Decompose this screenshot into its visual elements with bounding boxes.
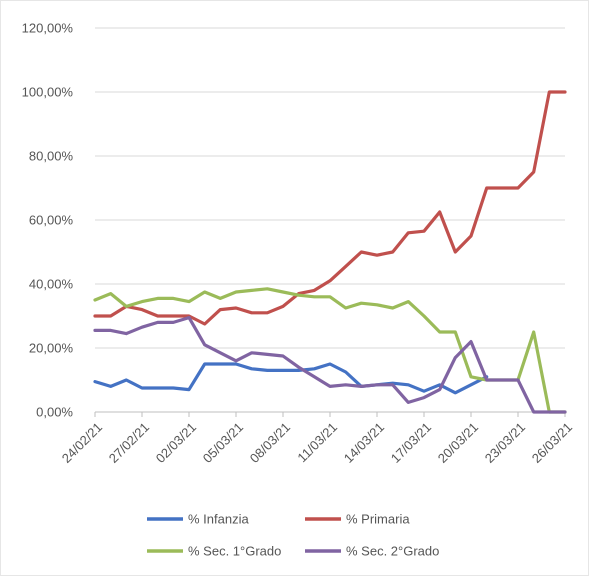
y-tick-label: 60,00% — [29, 213, 74, 228]
grid-lines — [94, 27, 566, 417]
series-line-1 — [93, 90, 567, 326]
y-tick-label: 20,00% — [29, 341, 74, 356]
y-tick-label: 80,00% — [29, 149, 74, 164]
legend-label: % Sec. 1°Grado — [188, 544, 281, 559]
y-tick-label: 120,00% — [22, 21, 74, 36]
series-line-3 — [93, 316, 567, 414]
series-line-0 — [93, 362, 489, 395]
y-axis-tick-labels: 0,00% 20,00% 40,00% 60,00% 80,00% 100,00% 120,… — [22, 21, 74, 420]
series-lines — [93, 90, 567, 414]
y-tick-label: 0,00% — [36, 405, 73, 420]
y-tick-label: 40,00% — [29, 277, 74, 292]
legend-label: % Infanzia — [188, 512, 249, 527]
y-tick-label: 100,00% — [22, 85, 74, 100]
legend: % Infanzia % Primaria % Sec. 1°Grado % Sec.… — [147, 512, 439, 559]
legend-label: % Primaria — [346, 512, 410, 527]
legend-label: % Sec. 2°Grado — [346, 544, 439, 559]
